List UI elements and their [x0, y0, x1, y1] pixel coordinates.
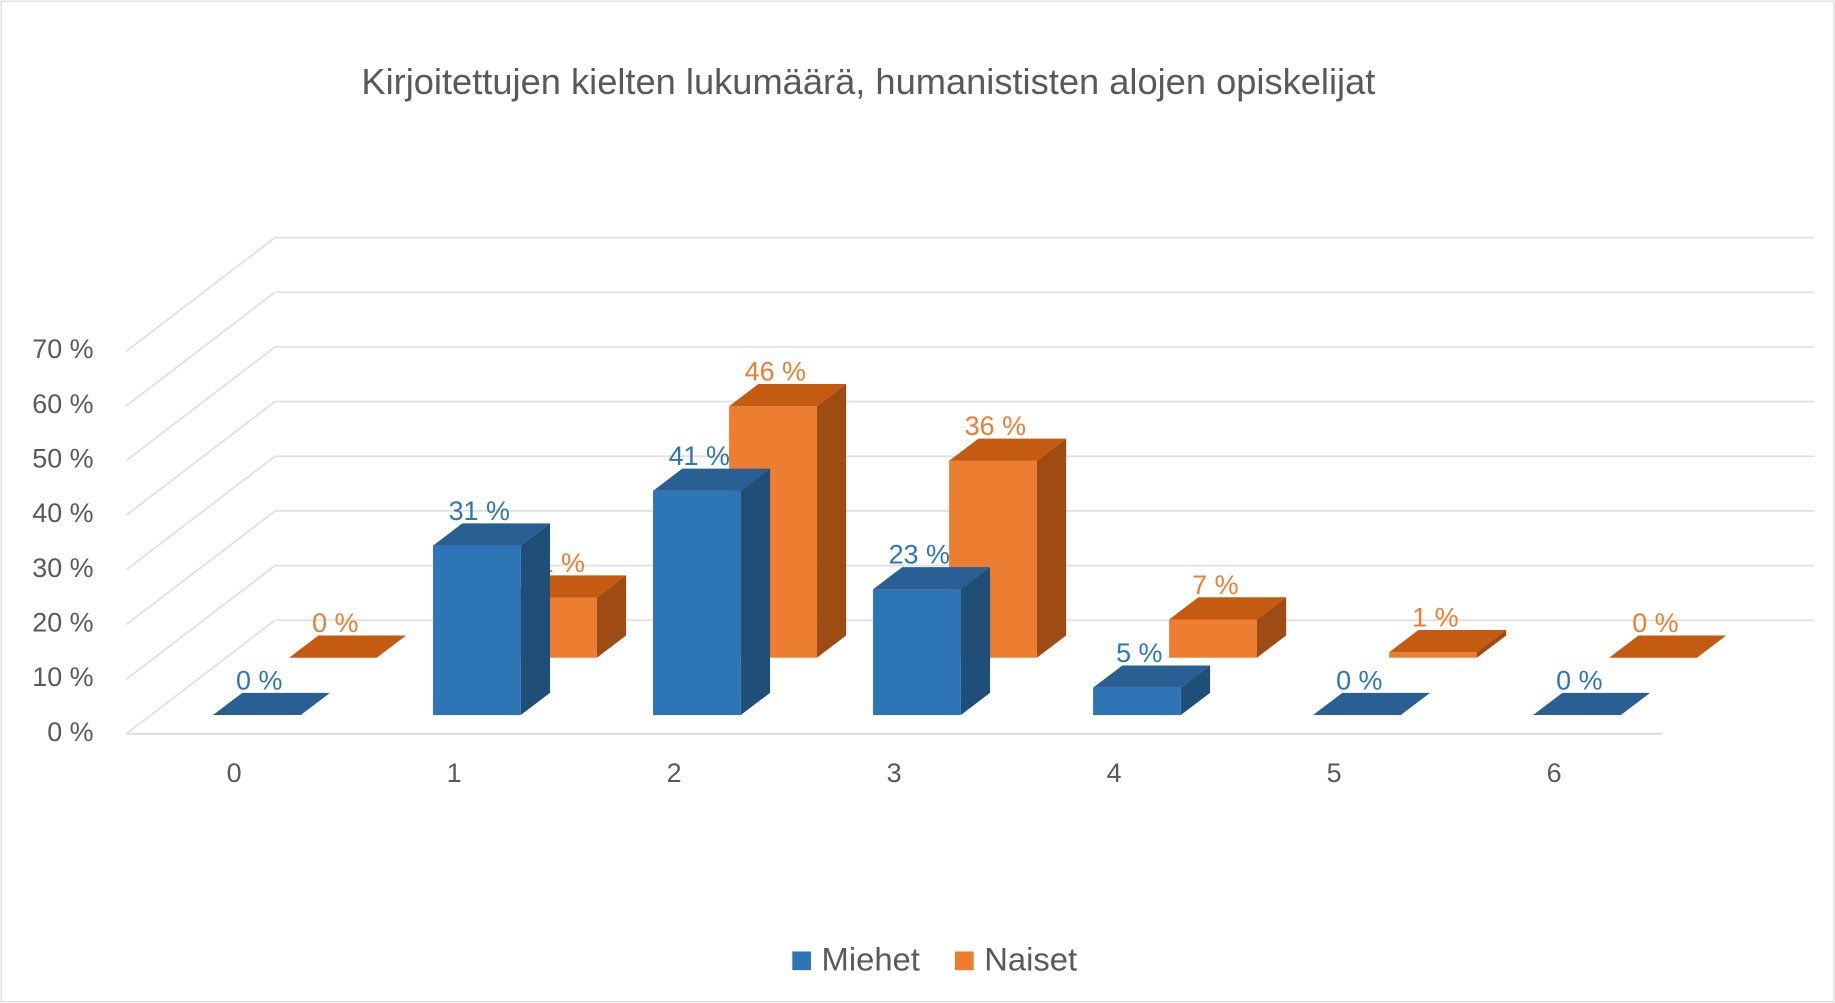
bar-front — [1169, 619, 1257, 658]
data-label: 0 % — [1556, 665, 1602, 695]
y-tick-label: 30 % — [32, 553, 93, 583]
x-tick-label: 4 — [1107, 758, 1122, 788]
data-label: 0 % — [312, 608, 358, 638]
bar-top — [212, 692, 331, 716]
chart-title: Kirjoitettujen kielten lukumäärä, humani… — [361, 61, 1375, 102]
y-tick-label: 70 % — [32, 334, 93, 364]
bar-top — [1609, 635, 1727, 658]
bar-front — [1093, 687, 1181, 716]
bar-top — [1313, 692, 1431, 716]
bar-side — [596, 575, 627, 658]
y-tick-label: 60 % — [32, 389, 93, 419]
legend-label: Naiset — [984, 941, 1077, 978]
grid-line — [125, 455, 276, 571]
grid-line — [125, 400, 276, 516]
bar-top — [1093, 665, 1211, 688]
bar-front — [653, 490, 741, 716]
data-label: 0 % — [1632, 608, 1678, 638]
data-label: 46 % — [745, 357, 806, 387]
y-tick-label: 40 % — [32, 498, 93, 528]
data-label: 7 % — [1192, 570, 1238, 600]
legend-swatch — [954, 951, 974, 971]
data-label: 0 % — [236, 665, 282, 695]
data-label: 5 % — [1116, 638, 1162, 668]
bar-side — [816, 383, 847, 658]
bar-front — [873, 589, 961, 716]
bar-top — [949, 438, 1067, 461]
legend-label: Miehet — [822, 941, 920, 978]
x-tick-label: 2 — [667, 758, 682, 788]
x-tick-label: 0 — [227, 758, 242, 788]
bar-top — [433, 523, 551, 546]
data-label: 36 % — [965, 411, 1026, 441]
bar-top — [1389, 630, 1507, 653]
x-tick-label: 5 — [1327, 758, 1342, 788]
bar-side — [1036, 438, 1067, 658]
grid-line — [125, 510, 276, 626]
bar-side — [1180, 665, 1211, 716]
grid-line — [125, 346, 276, 462]
bar-side — [740, 468, 771, 716]
bar-top — [1169, 597, 1287, 620]
y-tick-label: 20 % — [32, 608, 93, 638]
bar-side — [520, 523, 551, 716]
bar-front — [433, 545, 521, 716]
data-label: 23 % — [889, 540, 950, 570]
data-label: 0 % — [1336, 665, 1382, 695]
bar-side — [1256, 597, 1287, 658]
bar-front — [1389, 652, 1477, 658]
legend-swatch — [792, 951, 812, 971]
bar-top — [289, 635, 407, 658]
x-tick-label: 3 — [887, 758, 902, 788]
data-label: 41 % — [669, 441, 730, 471]
bar-top — [729, 383, 847, 407]
bar-side — [960, 567, 991, 716]
y-tick-label: 10 % — [32, 662, 93, 692]
data-label: 31 % — [449, 496, 510, 526]
y-tick-label: 0 % — [47, 717, 93, 747]
data-label: 1 % — [1412, 603, 1458, 633]
bar-top — [873, 567, 991, 590]
grid-line — [125, 291, 276, 407]
bar-top — [653, 468, 771, 491]
x-tick-label: 6 — [1547, 758, 1562, 788]
grid-line — [125, 564, 276, 680]
grid-line — [125, 236, 276, 352]
bar-side — [1476, 630, 1507, 658]
grid-line — [125, 619, 276, 735]
x-tick-label: 1 — [447, 758, 462, 788]
bar-top — [1533, 692, 1651, 716]
y-tick-label: 50 % — [32, 444, 93, 474]
